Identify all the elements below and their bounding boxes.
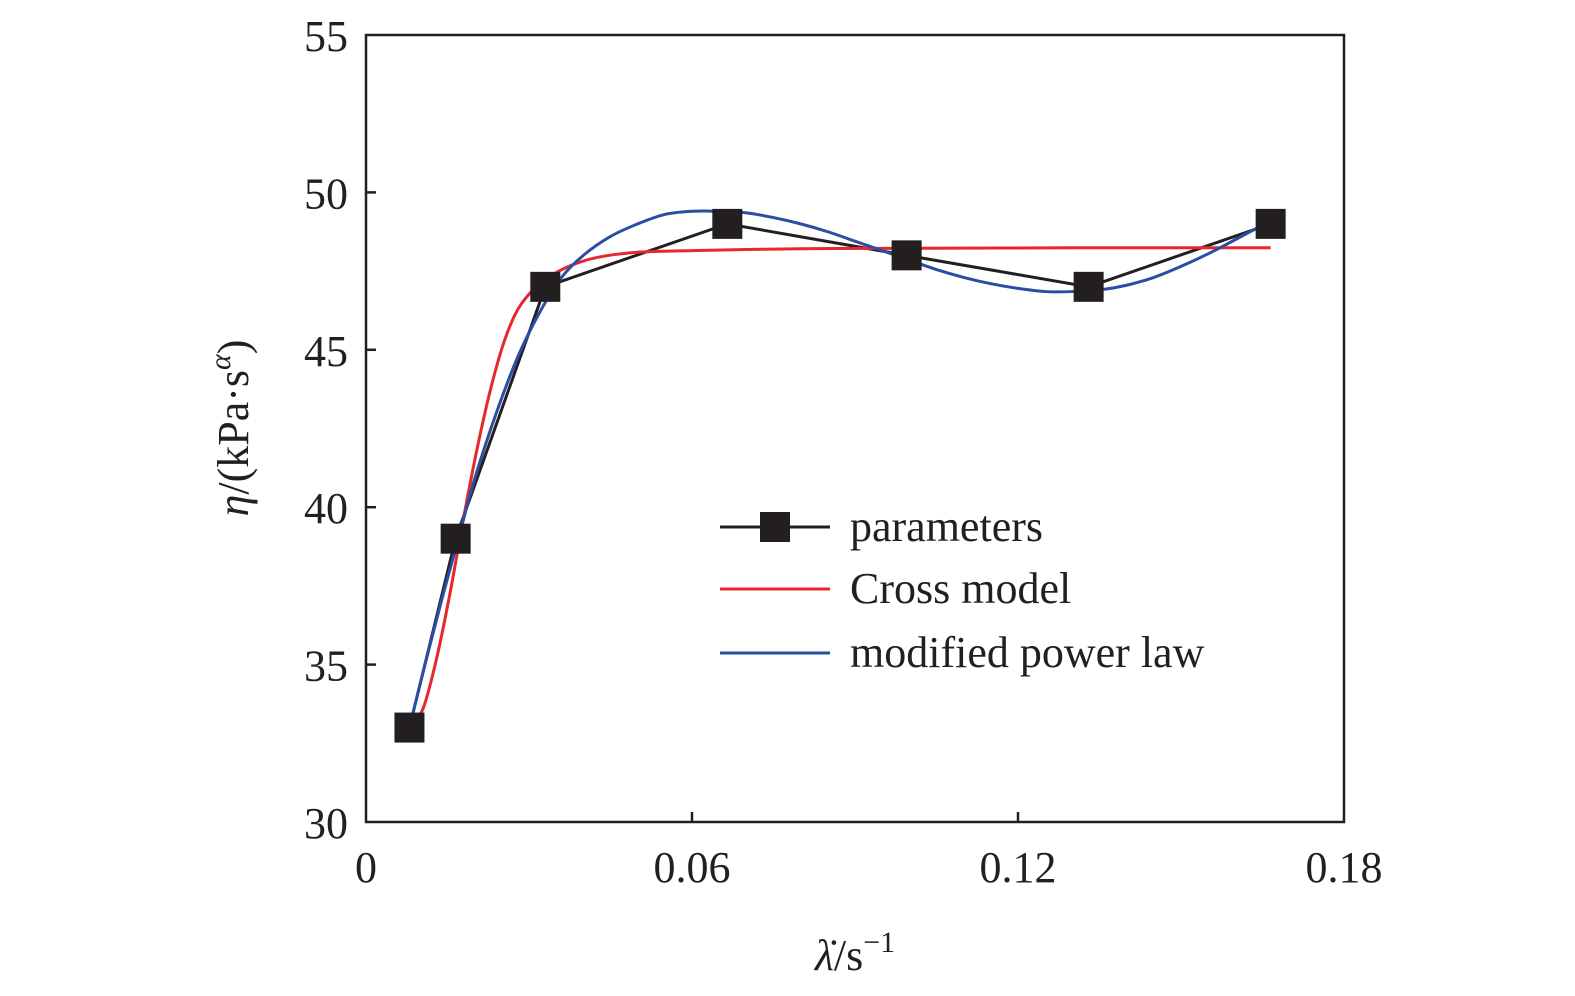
legend-label-cross-model: Cross model <box>850 564 1071 613</box>
x-axis-title-unit: /s <box>834 931 863 980</box>
legend-label-parameters: parameters <box>850 502 1043 551</box>
plot-frame <box>364 33 1346 824</box>
legend-marker-parameters <box>760 512 790 542</box>
x-axis-title-exponent: −1 <box>863 926 895 959</box>
x-tick-label: 0.06 <box>654 843 731 892</box>
y-tick-label: 55 <box>304 12 348 61</box>
x-tick-label: 0 <box>355 843 377 892</box>
y-tick-label: 40 <box>304 484 348 533</box>
x-tick-label: 0.12 <box>980 843 1057 892</box>
y-tick-label: 50 <box>304 169 348 218</box>
plot-area <box>394 208 1286 743</box>
x-axis-ticks: 0 0.06 0.12 0.18 <box>355 812 1383 892</box>
y-tick-label: 35 <box>304 642 348 691</box>
y-axis-title-unit: /(kPa·s <box>209 370 258 495</box>
data-point-marker <box>530 271 561 302</box>
data-point-marker <box>891 240 922 271</box>
x-axis-title: λ̇/s−1 <box>813 926 895 980</box>
data-point-marker <box>712 208 743 239</box>
x-tick-label: 0.18 <box>1306 843 1383 892</box>
series-line-modified-power-law <box>408 209 1272 728</box>
data-point-marker <box>1255 208 1286 239</box>
data-point-marker <box>440 523 471 554</box>
y-tick-label: 45 <box>304 327 348 376</box>
y-axis-title-symbol: η <box>209 495 258 517</box>
series-line-cross-model <box>408 246 1271 729</box>
axes <box>364 33 1346 824</box>
y-axis-title-close: ) <box>209 340 258 355</box>
data-point-marker <box>394 712 425 743</box>
x-axis-title-symbol: λ <box>813 931 834 980</box>
data-point-marker <box>1073 271 1104 302</box>
y-axis-title: η/(kPa·sα) <box>204 340 258 517</box>
y-tick-label: 30 <box>304 799 348 848</box>
y-axis-ticks: 30 35 40 45 50 55 <box>304 12 376 848</box>
legend: parameters Cross model modified power law <box>720 502 1205 677</box>
legend-label-modified-power-law: modified power law <box>850 628 1205 677</box>
y-axis-title-exponent: α <box>204 353 237 370</box>
